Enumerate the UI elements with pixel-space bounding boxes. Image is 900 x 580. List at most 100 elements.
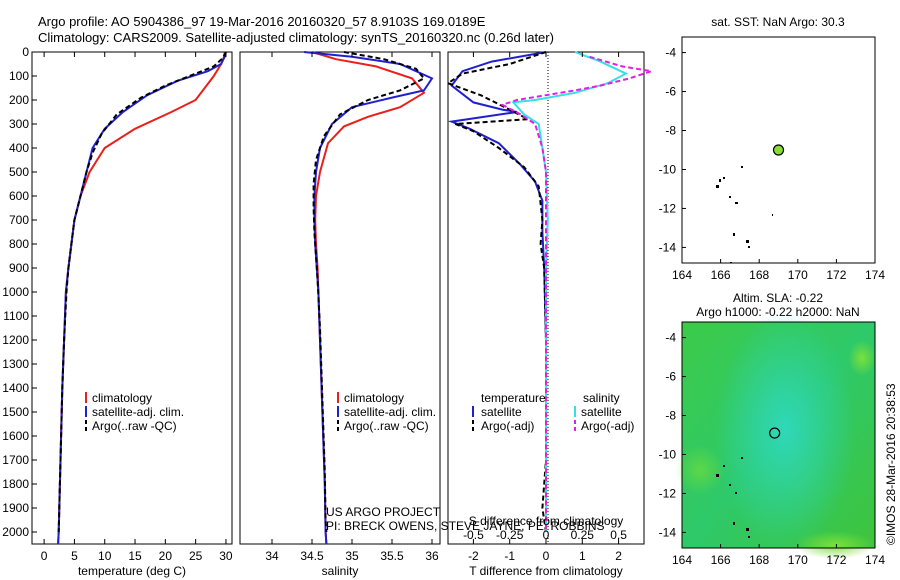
temperature-legend: climatology satellite-adj. clim. Argo(..…: [85, 391, 184, 433]
temperature-plot-frame: [31, 51, 233, 545]
temperature-xlabel: temperature (deg C): [78, 564, 186, 578]
difference-xlabel: T difference from climatology: [469, 564, 623, 578]
coastline-islands: [716, 166, 773, 263]
y-tick-label: 1400: [2, 381, 29, 395]
legend-label: Argo(..raw -QC): [344, 419, 429, 433]
y-tick-label: 1700: [2, 453, 29, 467]
salinity-legend: climatology satellite-adj. clim. Argo(..…: [337, 391, 436, 433]
legend-label: satellite-adj. clim.: [92, 405, 184, 419]
map-y-tick-label: -14: [659, 525, 677, 539]
x-tick-label: 0: [41, 549, 48, 563]
y-tick-label: 700: [9, 213, 29, 227]
map-x-tick-label: 166: [711, 553, 731, 567]
legend-label: Argo(-adj): [481, 419, 534, 433]
y-tick-label: 0: [22, 45, 29, 59]
legend-label: climatology: [92, 391, 152, 405]
series-line-2: [303, 51, 434, 545]
x-tick-label: 20: [159, 549, 173, 563]
top-tick-label: 0.25: [571, 528, 595, 542]
sla-map-panel: Altim. SLA: -0.22 Argo h1000: -0.22 h200…: [659, 291, 886, 567]
y-tick-label: 400: [9, 141, 29, 155]
y-tick-label: 300: [9, 117, 29, 131]
map-y-tick-label: -10: [659, 447, 677, 461]
series-line-1: [57, 51, 226, 545]
difference-top-axis-label: S difference from climatology: [469, 514, 624, 528]
salinity-xlabel: salinity: [322, 564, 359, 578]
y-tick-label: 1800: [2, 477, 29, 491]
map-x-tick-label: 172: [826, 268, 846, 282]
x-tick-label: 35: [345, 549, 359, 563]
series-line-1: [447, 51, 547, 532]
salinity-panel: 34 34.5 35 35.5 36 salinity climatology sate…: [239, 51, 605, 578]
salinity-plot-frame: [239, 51, 441, 545]
y-tick-label: 900: [9, 261, 29, 275]
x-tick-label: 35.5: [380, 549, 404, 563]
y-tick-label: 1000: [2, 285, 29, 299]
map-x-tick-label: 170: [788, 553, 808, 567]
top-tick-label: -0.5: [463, 528, 484, 542]
x-tick-label: 0: [543, 549, 550, 563]
y-tick-label: 600: [9, 189, 29, 203]
x-tick-label: 25: [189, 549, 203, 563]
map-x-tick-label: 164: [672, 268, 692, 282]
copyright-side-label: ©IMOS 28-Mar-2016 20:38:53: [884, 383, 898, 545]
series-line-3: [57, 51, 227, 533]
map-y-tick-label: -10: [659, 162, 677, 176]
header-line1: Argo profile: AO 5904386_97 19-Mar-2016 …: [38, 14, 486, 29]
legend-title-temperature: temperature: [481, 391, 546, 405]
project-line1: US ARGO PROJECT: [326, 505, 441, 519]
map-x-tick-label: 174: [865, 268, 885, 282]
difference-panel: -2 -1 0 1 2 -0.5 -0.25 0 0.25 0.5 S difference f…: [445, 51, 652, 578]
top-tick-label: 0.5: [610, 528, 627, 542]
x-tick-label: 36: [425, 549, 439, 563]
map-y-tick-label: -4: [665, 46, 676, 60]
top-tick-label: 0: [543, 528, 550, 542]
sla-title-line1: Altim. SLA: -0.22: [733, 291, 823, 305]
x-tick-label: 1: [579, 549, 586, 563]
project-line2: PI: BRECK OWENS, STEVE JAYNE, PE. ROBBIN…: [326, 519, 605, 533]
map-x-tick-label: 174: [865, 553, 885, 567]
series-line-3: [511, 51, 629, 532]
legend-label: satellite-adj. clim.: [344, 405, 436, 419]
argo-location-marker: [769, 427, 781, 439]
y-tick-label: 1100: [3, 309, 29, 323]
series-line-1: [311, 51, 426, 545]
y-tick-label: 100: [9, 69, 29, 83]
map-x-tick-label: 170: [788, 268, 808, 282]
map-x-tick-label: 168: [749, 268, 769, 282]
sst-map-panel: sat. SST: NaN Argo: 30.3 164 166 168 170 172…: [659, 15, 886, 282]
x-tick-label: 2: [615, 549, 622, 563]
sla-heatmap: [675, 310, 876, 559]
legend-label: satellite: [481, 405, 522, 419]
map-y-tick-label: -8: [665, 409, 676, 423]
y-tick-label: 1200: [2, 333, 29, 347]
series-line-3: [312, 51, 426, 533]
x-tick-label: 34: [265, 549, 279, 563]
header-line2: Climatology: CARS2009. Satellite-adjuste…: [38, 30, 554, 45]
argo-location-marker: [772, 144, 785, 156]
legend-label: climatology: [344, 391, 404, 405]
y-tick-label: 1900: [2, 501, 29, 515]
series-line-2: [445, 51, 547, 533]
series-line-4: [499, 55, 652, 532]
sst-map-title: sat. SST: NaN Argo: 30.3: [711, 15, 845, 29]
y-tick-label: 1600: [2, 429, 29, 443]
legend-label: Argo(..raw -QC): [92, 419, 177, 433]
map-y-tick-label: -14: [659, 240, 677, 254]
map-x-tick-label: 164: [672, 553, 692, 567]
sla-map-frame: [681, 321, 876, 549]
x-tick-label: -2: [468, 549, 479, 563]
legend-title-salinity: salinity: [583, 391, 620, 405]
y-tick-label: 2000: [2, 525, 29, 539]
map-x-tick-label: 168: [749, 553, 769, 567]
x-tick-label: 5: [71, 549, 78, 563]
y-tick-label: 800: [9, 237, 29, 251]
coastline-islands-sla: [716, 457, 750, 538]
map-x-tick-label: 166: [711, 268, 731, 282]
temperature-panel: 0 5 10 15 20 25 30 0 100 200 300 400 500 600 700 800 90…: [2, 45, 233, 578]
y-tick-label: 200: [9, 93, 29, 107]
x-tick-label: 34.5: [300, 549, 324, 563]
x-tick-label: 15: [128, 549, 142, 563]
x-tick-label: 30: [219, 549, 233, 563]
y-tick-label: 500: [9, 165, 29, 179]
